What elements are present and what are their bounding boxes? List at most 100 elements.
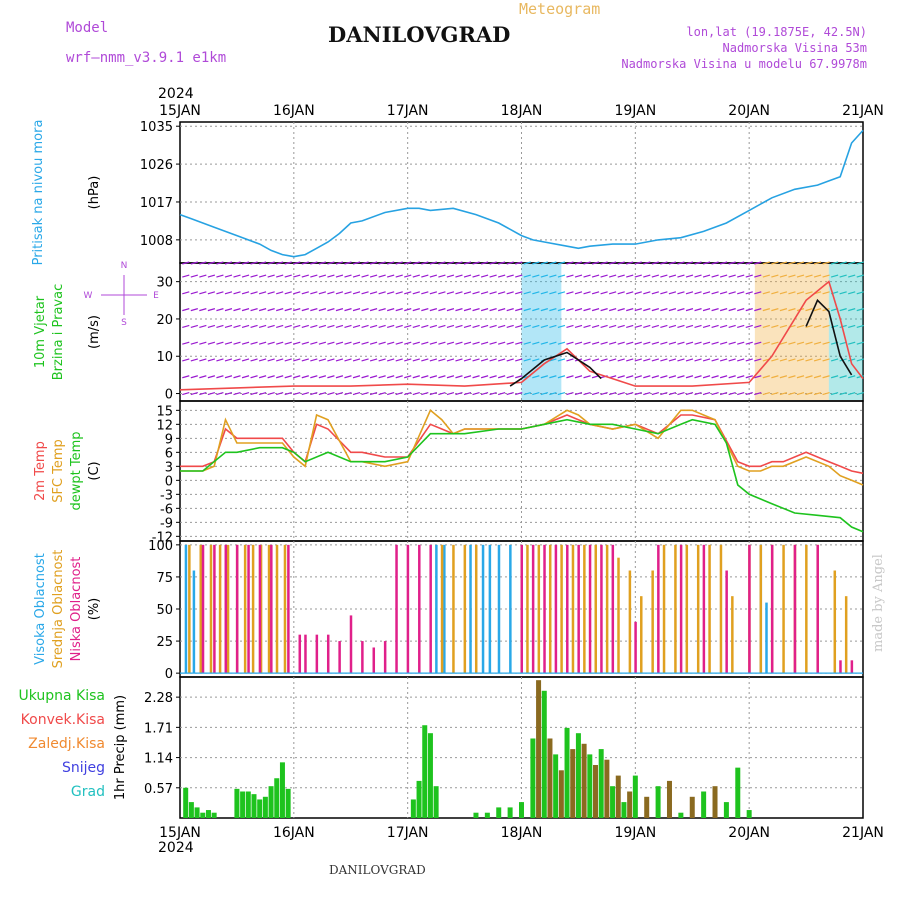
wind-barb [378,261,386,265]
precip-bar [581,743,587,818]
wind-barb [779,274,788,278]
wind-barb [190,391,198,396]
lonlat-label: lon,lat (19.1875E, 42.5N) [686,25,867,39]
precip-bar [644,796,650,818]
wind-barb [250,261,258,265]
wind-barb [523,308,531,312]
wind-barb [557,291,566,295]
precip-bar [592,764,598,818]
x-tick-label-top: 19JAN [614,103,656,119]
wind-barb [737,391,745,396]
precip-bar [701,791,707,818]
wind-barb [830,261,839,265]
wind-barb [830,391,839,396]
x-tick-label-bottom: 17JAN [387,825,429,841]
precip-bar [427,733,433,818]
wind-barb [549,291,557,295]
footer-station: DANILOVGRAD [329,863,426,877]
wind-barb [318,261,327,265]
wind-barb [207,261,216,265]
wind-barb [737,291,745,295]
wind-barb [796,291,805,295]
wind-barb [523,261,531,265]
cloud-bar [543,544,546,674]
wind-barb [216,341,224,345]
wind-barb [216,375,224,379]
wind-barb [549,261,557,265]
wind-barb [276,324,284,328]
cloud-bar [251,544,255,674]
wind-barb [702,291,711,295]
wind-barb [480,274,489,278]
wind-barb [310,274,318,278]
wind-barb [694,391,702,396]
wind-barb [301,375,309,379]
wind-barb [344,274,352,278]
wind-barb [207,274,216,278]
wind-barb [643,291,651,295]
wind-barb [668,358,677,362]
wind-barb [762,324,770,328]
wind-barb [685,324,694,328]
wind-barb [352,291,361,295]
year-bottom: 2024 [158,840,194,856]
y-axis-label: (hPa) [87,176,102,210]
wind-barb [472,375,480,379]
wind-barb [224,324,233,328]
wind-barb [455,274,463,278]
cloud-bar [361,641,364,674]
y-tick-label: 1026 [140,158,173,173]
wind-barb [182,324,190,328]
wind-key-s: S [121,318,127,328]
wind-barb [566,261,574,265]
precip-bar [279,762,285,818]
wind-barb [694,261,702,265]
wind-barb [515,308,523,312]
wind-barb [626,308,634,312]
wind-barb [540,391,549,396]
x-tick-label-bottom: 16JAN [273,825,315,841]
wind-barb [301,261,309,265]
wind-barb [515,291,523,295]
precip-legend-label: Grad [71,784,105,800]
y-tick-label: 15 [156,404,173,419]
wind-barb [472,391,480,396]
y-axis-label: Pritisak na nivou mora [31,120,46,266]
cloud-bar [201,544,205,674]
y-axis-label: 1hr Precip (mm) [113,695,128,800]
wind-barb [532,324,540,328]
wind-barb [805,324,813,328]
wind-barb [361,291,369,295]
cloud-bar [770,544,774,674]
wind-barb [540,341,549,345]
wind-barb [233,291,241,295]
wind-barb [224,341,233,345]
cloud-bar [383,641,387,674]
wind-barb [404,375,412,379]
wind-barb [830,358,839,362]
wind-barb [677,391,685,396]
wind-barb [241,358,250,362]
model-name: wrf—nmm_v3.9.1 e1km [66,50,227,66]
precip-bar [211,812,217,818]
wind-barb [617,261,625,265]
wind-barb [199,341,207,345]
wind-barb [626,391,634,396]
cloud-bar [209,544,213,674]
wind-barb [771,291,779,295]
wind-barb [540,274,549,278]
wind-barb [207,291,216,295]
wind-barb [634,291,642,295]
wind-barb [813,375,822,379]
wind-barb [549,391,557,396]
wind-barb [335,358,344,362]
wind-barb [711,341,719,345]
wind-barb [617,291,625,295]
wind-barb [848,324,856,328]
wind-barb [694,274,702,278]
wind-barb [583,274,591,278]
wind-barb [660,375,668,379]
wind-barb [583,391,591,396]
y-axis-label: Niska Oblacnost [69,557,84,662]
wind-barb [301,341,309,345]
